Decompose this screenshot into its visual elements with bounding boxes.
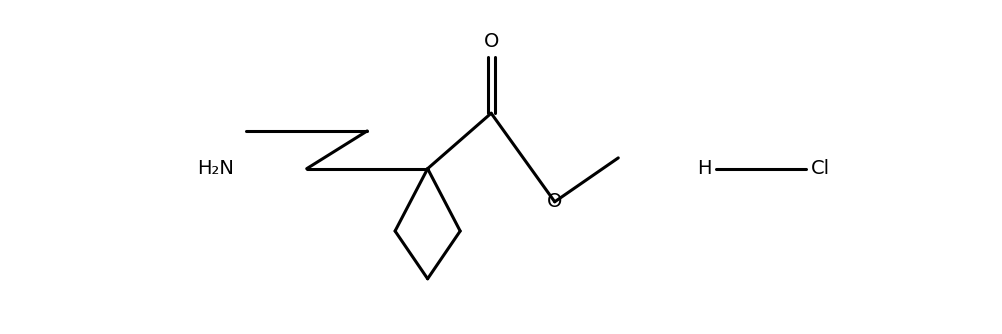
Text: O: O [483,32,498,51]
Text: O: O [546,192,562,211]
Text: H₂N: H₂N [196,159,233,178]
Text: H: H [696,159,710,178]
Text: Cl: Cl [810,159,829,178]
